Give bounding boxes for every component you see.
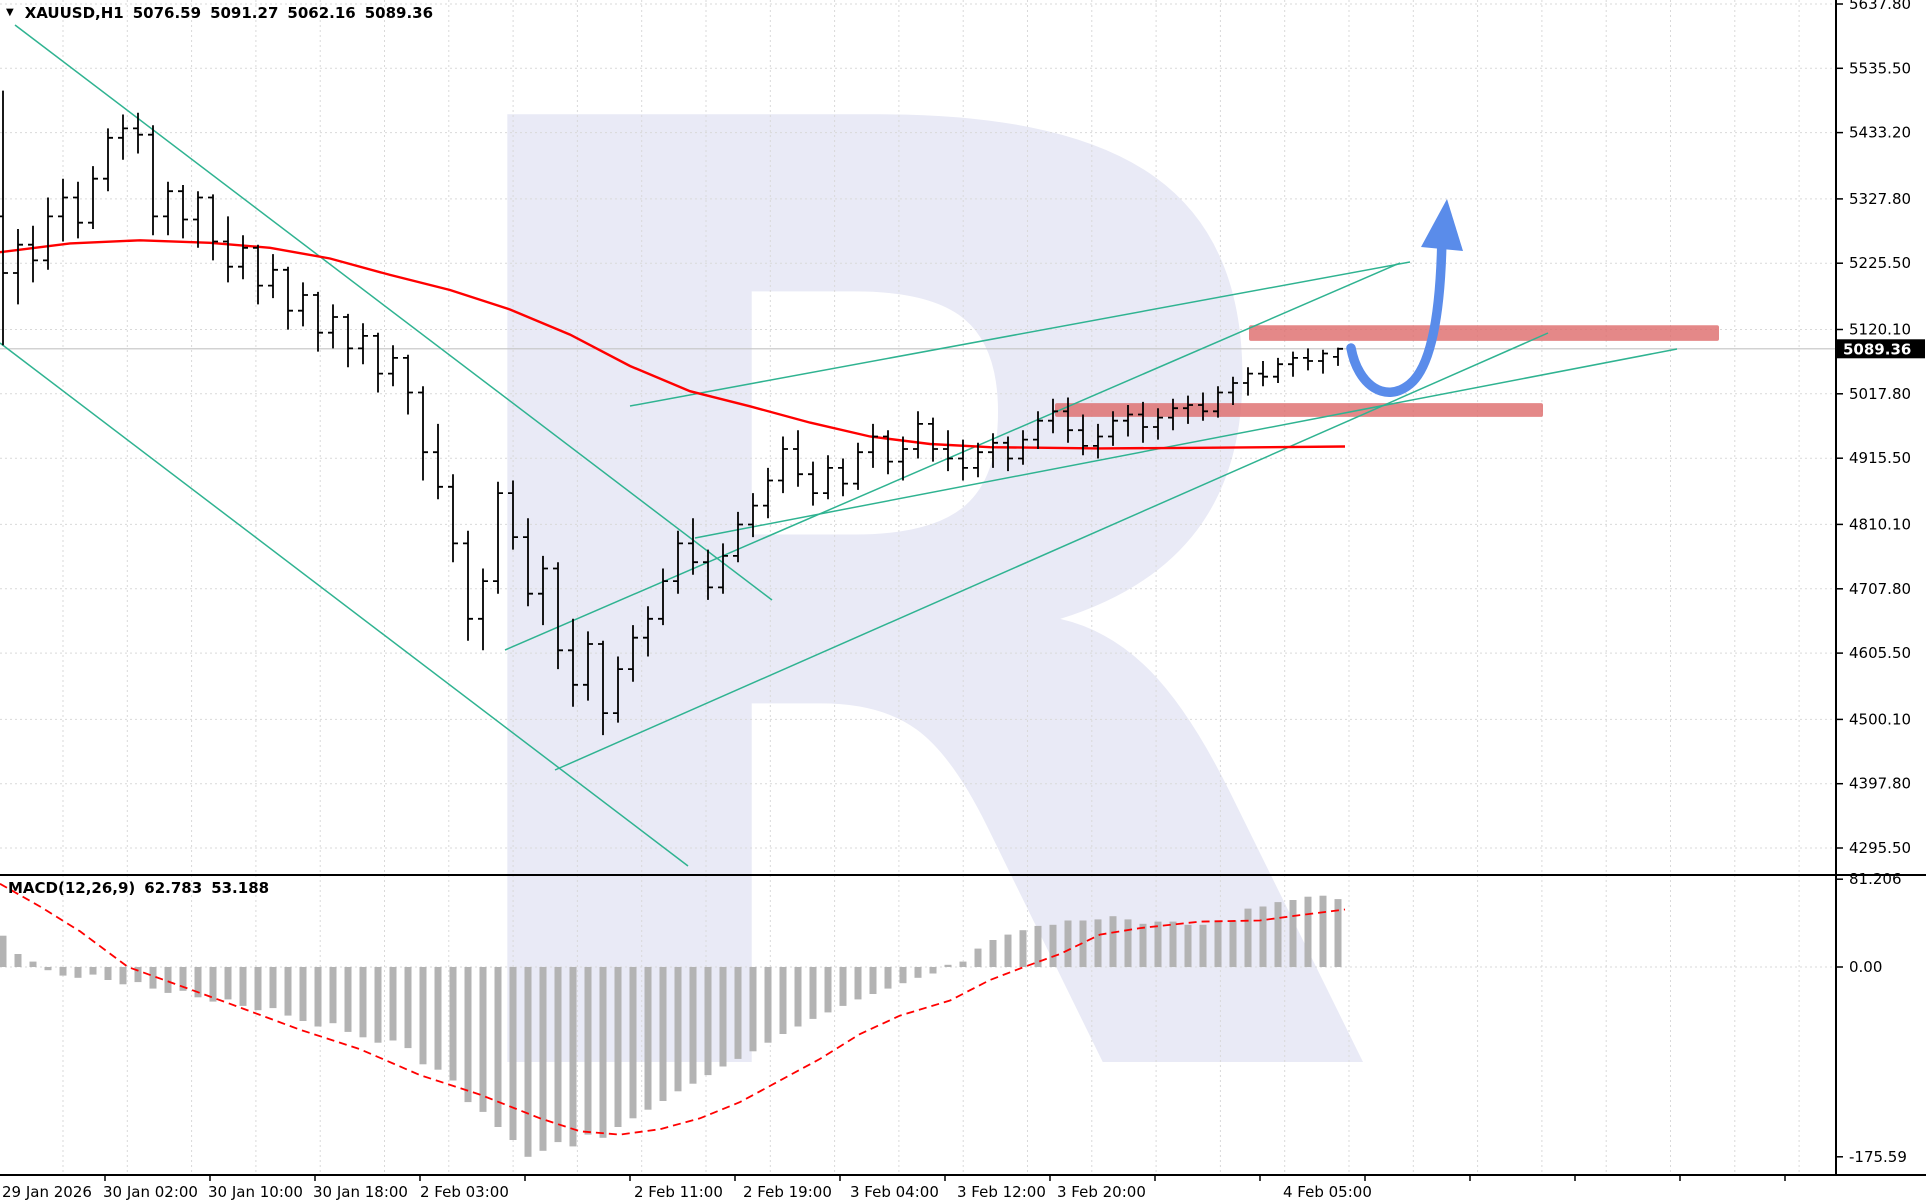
high-value: 5091.27	[210, 4, 279, 22]
macd-readout: MACD(12,26,9) 62.783 53.188	[8, 879, 269, 897]
time-tick-label: 2 Feb 11:00	[634, 1183, 723, 1201]
up-arrow-annotation[interactable]	[1346, 199, 1463, 397]
trendline-down[interactable]	[14, 24, 773, 601]
price-tick-label: 4915.50	[1849, 449, 1911, 467]
symbol-dropdown-icon[interactable]: ▼	[6, 7, 14, 18]
watermark-letter: R	[388, 0, 1389, 1204]
resistance-zones[interactable]	[1055, 325, 1719, 417]
price-tick-label: 4605.50	[1849, 644, 1911, 662]
ohlc-bars	[0, 90, 1343, 736]
trendline-up[interactable]	[694, 348, 1678, 539]
close-value: 5089.36	[364, 4, 434, 22]
macd-histogram	[0, 895, 1342, 1157]
time-tick-label: 2 Feb 19:00	[743, 1183, 832, 1201]
arrow-head-icon[interactable]	[1421, 199, 1463, 251]
price-tick-label: 5433.20	[1849, 124, 1911, 142]
symbol-period-label: XAUUSD,H1	[24, 4, 124, 22]
price-axis-labels: 5637.80 5535.50 5433.20 5327.80 5225.50 5120.…	[1836, 0, 1911, 1166]
grid-lines	[0, 0, 1836, 1175]
arrow-swoosh[interactable]	[1346, 229, 1447, 397]
time-tick-label: 2 Feb 03:00	[420, 1183, 509, 1201]
time-axis-labels: 29 Jan 2026 30 Jan 02:00 30 Jan 10:00 30 Ja…	[2, 1175, 1786, 1201]
trendline-up[interactable]	[504, 262, 1401, 651]
open-value: 5076.59	[132, 4, 202, 22]
low-value: 5062.16	[287, 4, 356, 22]
time-tick-label: 30 Jan 18:00	[313, 1183, 408, 1201]
price-tick-label: 4707.80	[1849, 580, 1911, 598]
time-tick-label: 29 Jan 2026	[2, 1183, 92, 1201]
time-tick-label: 3 Feb 20:00	[1057, 1183, 1146, 1201]
panel-borders	[0, 0, 1926, 1176]
price-tick-label: 5327.80	[1849, 190, 1911, 208]
current-price-tag	[1836, 339, 1925, 359]
macd-signal-value: 53.188	[211, 879, 270, 897]
price-tick-label: 4810.10	[1849, 515, 1911, 533]
time-tick-label: 4 Feb 05:00	[1283, 1183, 1372, 1201]
symbol-ohlc-readout: ▼ XAUUSD,H1 5076.59 5091.27 5062.16 5089…	[6, 4, 433, 22]
price-tick-label: 4295.50	[1849, 839, 1911, 857]
price-tick-label: 4397.80	[1849, 775, 1911, 793]
trendlines[interactable]	[0, 24, 1678, 867]
current-price-tag-text: 5089.36	[1843, 340, 1911, 358]
trendline-up[interactable]	[629, 261, 1411, 407]
price-tick-label: 5225.50	[1849, 254, 1911, 272]
price-tick-label: 4500.10	[1849, 710, 1911, 728]
trendline-down[interactable]	[0, 342, 689, 867]
time-tick-label: 30 Jan 02:00	[103, 1183, 198, 1201]
time-tick-label: 30 Jan 10:00	[208, 1183, 303, 1201]
ma-line	[0, 239, 1346, 450]
macd-tick-label: -175.59	[1849, 1148, 1907, 1166]
price-tick-label: 5017.80	[1849, 385, 1911, 403]
price-tick-label: 5637.80	[1849, 0, 1911, 13]
price-tick-label: 5535.50	[1849, 59, 1911, 77]
resistance-zone[interactable]	[1249, 325, 1719, 341]
price-tick-label: 5120.10	[1849, 321, 1911, 339]
resistance-zone[interactable]	[1055, 403, 1543, 417]
macd-tick-label: 81.206	[1849, 870, 1902, 888]
macd-signal-line	[0, 883, 1346, 1136]
macd-main-value: 62.783	[144, 879, 203, 897]
time-tick-label: 3 Feb 04:00	[850, 1183, 939, 1201]
macd-tick-label: 0.00	[1849, 958, 1882, 976]
macd-label: MACD(12,26,9)	[8, 879, 136, 897]
time-tick-label: 3 Feb 12:00	[957, 1183, 1046, 1201]
